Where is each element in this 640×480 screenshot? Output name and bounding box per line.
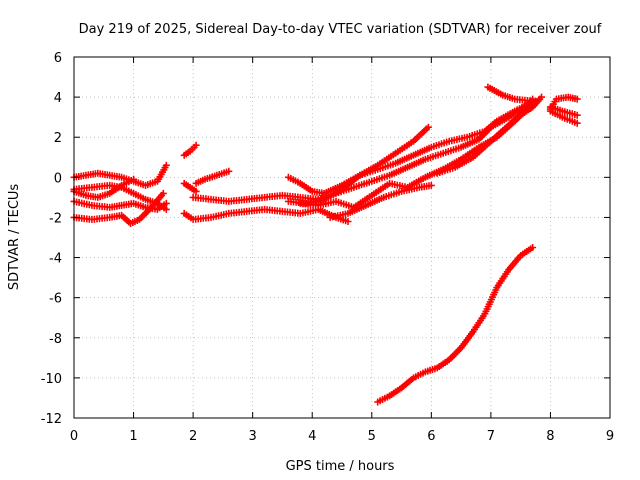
y-tick-label: -8 [49, 332, 62, 347]
x-tick-label: 5 [368, 429, 376, 444]
chart-title: Day 219 of 2025, Sidereal Day-to-day VTE… [79, 22, 602, 37]
y-tick-label: 4 [54, 91, 62, 106]
x-tick-label: 1 [129, 429, 137, 444]
x-axis-label: GPS time / hours [286, 459, 395, 474]
y-tick-labels: -12 -10 -8 -6 -4 -2 0 2 4 6 [41, 51, 62, 427]
data-series-track-i [180, 205, 352, 225]
x-tick-labels: 0 1 2 3 4 5 6 7 8 9 [70, 429, 614, 444]
point-markers [546, 107, 581, 127]
y-tick-label: 0 [54, 171, 62, 186]
grid-lines [74, 57, 610, 418]
axis-ticks [73, 56, 611, 419]
x-tick-label: 2 [189, 429, 197, 444]
y-tick-label: -6 [49, 292, 62, 307]
x-tick-label: 4 [308, 429, 316, 444]
data-series-track-h [192, 167, 233, 187]
data-series-track-f [180, 141, 200, 159]
data-series-track-u [374, 244, 537, 406]
data-series-track-s [546, 103, 581, 119]
plot-frame [73, 56, 611, 419]
point-markers [326, 181, 435, 221]
y-tick-label: -2 [49, 211, 62, 226]
data-series-track-t [546, 107, 581, 127]
point-markers [180, 205, 352, 225]
data-series-track-q [517, 93, 545, 119]
y-tick-label: 6 [54, 51, 62, 66]
point-markers [546, 103, 581, 119]
x-tick-label: 6 [427, 429, 435, 444]
data-series-track-g [180, 179, 200, 195]
point-markers [484, 83, 537, 105]
x-tick-label: 7 [487, 429, 495, 444]
y-tick-label: -12 [41, 412, 62, 427]
point-markers [374, 244, 537, 406]
point-markers [180, 179, 200, 195]
y-tick-label: 2 [54, 131, 62, 146]
y-axis-label: SDTVAR / TECUs [7, 184, 22, 291]
x-tick-label: 9 [606, 429, 614, 444]
y-tick-label: -10 [41, 372, 62, 387]
point-markers [180, 141, 200, 159]
y-tick-label: -4 [49, 252, 62, 267]
x-tick-label: 0 [70, 429, 78, 444]
data-series-track-p [484, 83, 537, 105]
x-tick-label: 3 [249, 429, 257, 444]
point-markers [517, 93, 545, 119]
point-markers [192, 167, 233, 187]
data-series-track-n [326, 181, 435, 221]
x-tick-label: 8 [546, 429, 554, 444]
